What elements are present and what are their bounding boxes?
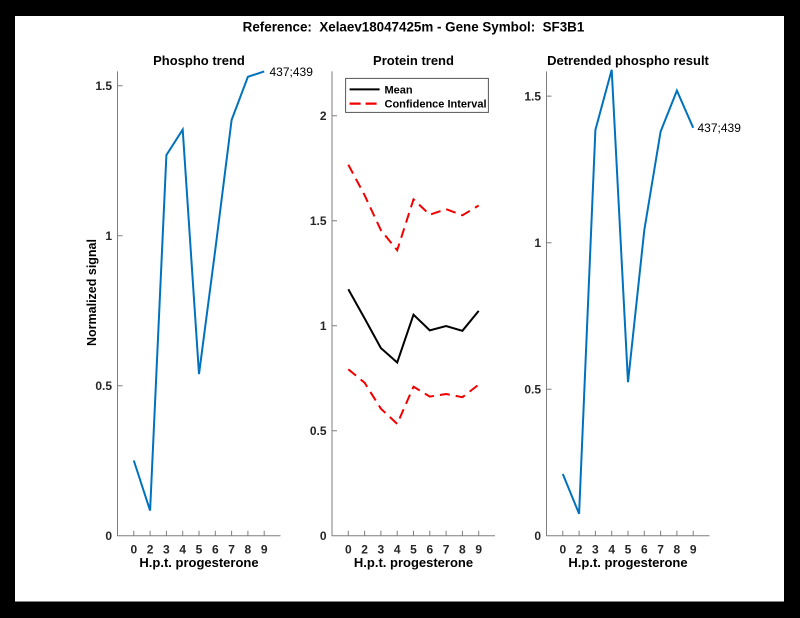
svg-text:3: 3 — [592, 542, 599, 556]
svg-text:0.5: 0.5 — [95, 379, 112, 393]
svg-text:0: 0 — [345, 542, 352, 556]
svg-text:0.5: 0.5 — [524, 383, 541, 397]
svg-text:Normalized signal: Normalized signal — [85, 239, 99, 346]
svg-text:8: 8 — [459, 542, 466, 556]
svg-text:9: 9 — [261, 542, 268, 556]
svg-text:5: 5 — [196, 542, 203, 556]
svg-text:2: 2 — [361, 542, 368, 556]
svg-text:1: 1 — [320, 319, 327, 333]
svg-text:4: 4 — [394, 542, 401, 556]
svg-text:1: 1 — [105, 229, 112, 243]
svg-text:7: 7 — [228, 542, 235, 556]
svg-text:1.5: 1.5 — [310, 214, 327, 228]
svg-text:0: 0 — [130, 542, 137, 556]
svg-text:Protein trend: Protein trend — [373, 53, 454, 68]
svg-text:Detrended phospho result: Detrended phospho result — [547, 53, 709, 68]
svg-text:7: 7 — [443, 542, 450, 556]
svg-text:0.5: 0.5 — [310, 424, 327, 438]
svg-text:0: 0 — [320, 529, 327, 543]
svg-text:H.p.t. progesterone: H.p.t. progesterone — [568, 555, 687, 570]
svg-text:3: 3 — [163, 542, 170, 556]
svg-text:5: 5 — [625, 542, 632, 556]
svg-text:Phospho trend: Phospho trend — [153, 53, 245, 68]
svg-text:1.5: 1.5 — [524, 89, 541, 103]
svg-text:7: 7 — [657, 542, 664, 556]
svg-text:Mean: Mean — [385, 84, 413, 96]
svg-text:4: 4 — [608, 542, 615, 556]
svg-text:9: 9 — [475, 542, 482, 556]
svg-text:0: 0 — [534, 529, 541, 543]
svg-text:437;439: 437;439 — [270, 65, 314, 79]
svg-text:2: 2 — [147, 542, 154, 556]
svg-text:4: 4 — [179, 542, 186, 556]
svg-text:0: 0 — [105, 529, 112, 543]
svg-text:1: 1 — [534, 236, 541, 250]
svg-text:2: 2 — [320, 109, 327, 123]
svg-text:5: 5 — [410, 542, 417, 556]
svg-text:437;439: 437;439 — [698, 121, 742, 135]
svg-text:6: 6 — [426, 542, 433, 556]
svg-text:6: 6 — [212, 542, 219, 556]
svg-text:3: 3 — [378, 542, 385, 556]
svg-text:H.p.t. progesterone: H.p.t. progesterone — [139, 555, 258, 570]
svg-text:1.5: 1.5 — [95, 79, 112, 93]
svg-text:9: 9 — [690, 542, 697, 556]
svg-text:2: 2 — [576, 542, 583, 556]
svg-text:6: 6 — [641, 542, 648, 556]
svg-text:Confidence Interval: Confidence Interval — [385, 99, 487, 111]
svg-text:8: 8 — [245, 542, 252, 556]
svg-text:0: 0 — [559, 542, 566, 556]
svg-text:H.p.t. progesterone: H.p.t. progesterone — [354, 555, 473, 570]
svg-text:8: 8 — [674, 542, 681, 556]
svg-text:Reference: Xelaev18047425m -: Reference: Xelaev18047425m - Gene Symbol… — [243, 20, 585, 35]
